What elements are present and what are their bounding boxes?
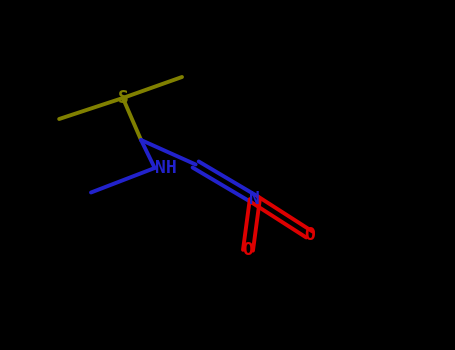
Text: O: O	[243, 241, 253, 259]
Text: N: N	[249, 190, 260, 209]
Text: O: O	[304, 225, 315, 244]
Text: NH: NH	[155, 159, 177, 177]
Text: S: S	[117, 89, 128, 107]
